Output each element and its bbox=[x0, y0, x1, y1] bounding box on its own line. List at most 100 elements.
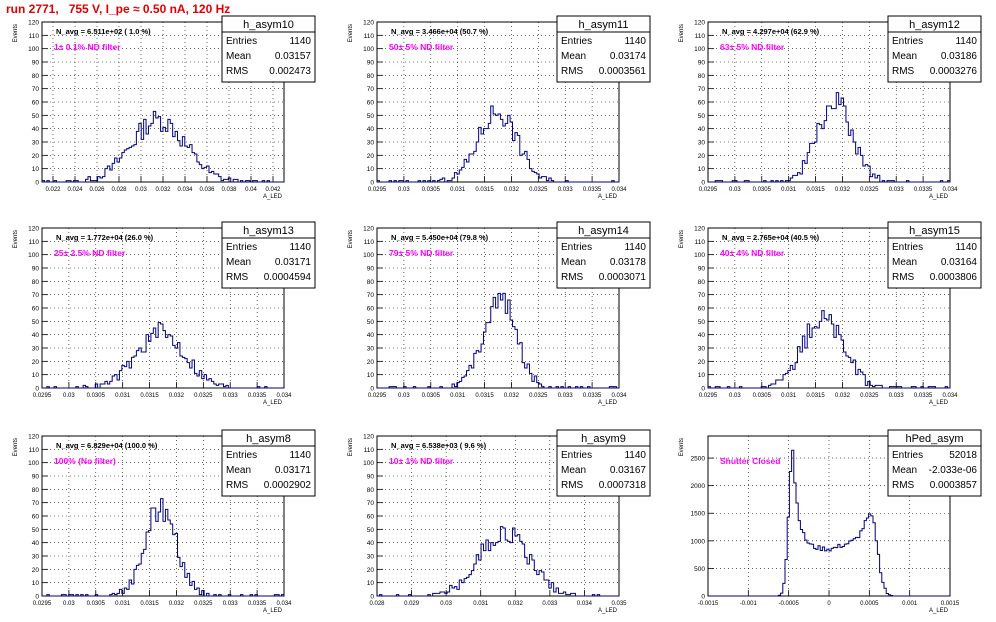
stats-label: RMS bbox=[226, 480, 249, 491]
y-tick-label: 60 bbox=[367, 306, 375, 313]
stats-value: 0.03171 bbox=[275, 257, 312, 268]
y-tick-label: 70 bbox=[698, 86, 706, 93]
x-tick-label: 0.022 bbox=[45, 187, 61, 193]
y-tick-label: 20 bbox=[32, 359, 40, 366]
y-tick-label: 0 bbox=[370, 180, 374, 187]
x-tick-label: 0.0315 bbox=[475, 187, 494, 193]
x-tick-label: 0.033 bbox=[558, 187, 574, 193]
x-tick-label: 0.031 bbox=[781, 393, 797, 399]
x-tick-label: 0.03 bbox=[440, 601, 452, 607]
n-avg-label: N_avg = 6.511e+02 ( 1.0 %) bbox=[56, 27, 151, 36]
histogram-panel-h_asym8: 0 10 20 30 40 50 60 70 80 90 100 110 120 0.0295 0.03 0.… bbox=[13, 429, 316, 614]
x-tick-label: 0.0305 bbox=[753, 187, 772, 193]
x-tick-label: 0.032 bbox=[504, 187, 520, 193]
y-tick-label: 80 bbox=[698, 73, 706, 80]
y-tick-label: 20 bbox=[367, 153, 375, 160]
y-tick-label: 30 bbox=[32, 554, 40, 561]
y-tick-label: 70 bbox=[32, 86, 40, 93]
stats-label: Mean bbox=[226, 257, 251, 268]
y-tick-label: 10 bbox=[698, 372, 706, 379]
y-tick-label: 40 bbox=[367, 332, 375, 339]
n-avg-label: N_avg = 1.772e+04 (26.0 %) bbox=[56, 233, 154, 242]
x-tick-label: 0.0295 bbox=[699, 393, 718, 399]
x-tick-label: 0.0335 bbox=[914, 187, 933, 193]
y-axis-title: Events bbox=[679, 24, 685, 42]
y-axis-title: Events bbox=[348, 24, 354, 42]
x-axis-title: A_LED bbox=[263, 608, 283, 614]
stats-value: 0.0004594 bbox=[264, 272, 312, 283]
y-axis-title: Events bbox=[679, 230, 685, 248]
x-tick-label: 0.031 bbox=[781, 187, 797, 193]
run-title: run 2771, 755 V, I_pe ≈ 0.50 nA, 120 Hz bbox=[6, 2, 231, 16]
x-tick-label: 0.032 bbox=[508, 601, 524, 607]
stats-box: h_asym12 Entries 1140 Mean 0.03186 RMS 0.00032… bbox=[887, 15, 982, 83]
y-tick-label: 40 bbox=[32, 540, 40, 547]
y-tick-label: 120 bbox=[694, 226, 705, 233]
stats-value: 0.03157 bbox=[275, 51, 312, 62]
filter-label: 63± 5% ND filter bbox=[720, 42, 785, 52]
x-tick-label: 0.03 bbox=[63, 393, 75, 399]
stats-box-frame bbox=[556, 221, 651, 289]
stats-value: 0.0007318 bbox=[599, 480, 647, 491]
y-tick-label: 30 bbox=[32, 140, 40, 147]
stats-value: 0.03186 bbox=[941, 51, 978, 62]
y-tick-label: 50 bbox=[367, 113, 375, 120]
histogram-line bbox=[42, 322, 284, 389]
stats-box-frame bbox=[887, 429, 982, 497]
stats-label: Entries bbox=[561, 450, 592, 461]
x-tick-label: 0.033 bbox=[223, 393, 239, 399]
y-tick-label: 90 bbox=[32, 266, 40, 273]
x-tick-label: 0.034 bbox=[611, 187, 627, 193]
y-tick-label: 60 bbox=[32, 100, 40, 107]
y-tick-label: 110 bbox=[364, 447, 375, 454]
y-tick-label: 20 bbox=[32, 153, 40, 160]
y-tick-label: 100 bbox=[28, 460, 39, 467]
x-tick-label: 0.032 bbox=[155, 187, 171, 193]
histogram-line bbox=[41, 110, 284, 183]
histogram-name: h_asym15 bbox=[909, 225, 960, 237]
y-tick-label: 30 bbox=[32, 346, 40, 353]
y-tick-label: 120 bbox=[28, 434, 39, 441]
y-tick-label: 50 bbox=[32, 319, 40, 326]
histogram-line bbox=[376, 105, 619, 183]
x-tick-label: 0.031 bbox=[450, 187, 466, 193]
y-tick-label: 90 bbox=[698, 266, 706, 273]
filter-label: 100% (No filter) bbox=[54, 456, 116, 466]
y-tick-label: 110 bbox=[364, 239, 375, 246]
y-tick-label: 10 bbox=[367, 580, 375, 587]
y-tick-label: 0 bbox=[35, 594, 39, 601]
y-tick-label: 110 bbox=[29, 239, 40, 246]
x-tick-label: 0.0325 bbox=[194, 601, 213, 607]
y-tick-label: 110 bbox=[695, 239, 706, 246]
stats-label: Entries bbox=[892, 36, 923, 47]
y-tick-label: 70 bbox=[367, 292, 375, 299]
x-tick-label: 0.0295 bbox=[33, 601, 52, 607]
histogram-name: h_asym9 bbox=[581, 433, 626, 445]
x-tick-label: 0.034 bbox=[177, 187, 193, 193]
x-tick-label: 0.026 bbox=[89, 187, 105, 193]
y-tick-label: 40 bbox=[32, 332, 40, 339]
stats-value: 1140 bbox=[624, 450, 646, 461]
y-tick-label: 10 bbox=[367, 372, 375, 379]
x-tick-label: 0.032 bbox=[835, 393, 851, 399]
histogram-line bbox=[42, 498, 285, 597]
n-avg-label: N_avg = 5.450e+04 (79.8 %) bbox=[391, 233, 489, 242]
histogram-line bbox=[377, 526, 619, 597]
y-tick-label: 30 bbox=[367, 554, 375, 561]
y-tick-label: 0 bbox=[701, 180, 705, 187]
stats-box: h_asym13 Entries 1140 Mean 0.03171 RMS 0.00045… bbox=[221, 221, 316, 289]
histogram-line bbox=[708, 449, 950, 597]
y-tick-label: 20 bbox=[698, 359, 706, 366]
stats-value: 0.0003276 bbox=[930, 66, 978, 77]
stats-label: RMS bbox=[226, 66, 249, 77]
histogram-panel-hPed_asym: 0 500 1000 1500 2000 2500 -0.0015 -0.001 -0.0005… bbox=[679, 429, 982, 614]
x-tick-label: 0.03 bbox=[398, 393, 410, 399]
x-tick-label: 0.0305 bbox=[87, 601, 106, 607]
stats-label: Entries bbox=[561, 36, 592, 47]
y-tick-label: 40 bbox=[367, 126, 375, 133]
y-tick-label: 100 bbox=[363, 252, 374, 259]
x-tick-label: 0.0325 bbox=[529, 393, 548, 399]
y-tick-label: 80 bbox=[367, 73, 375, 80]
y-tick-label: 110 bbox=[29, 447, 40, 454]
y-tick-label: 90 bbox=[367, 266, 375, 273]
